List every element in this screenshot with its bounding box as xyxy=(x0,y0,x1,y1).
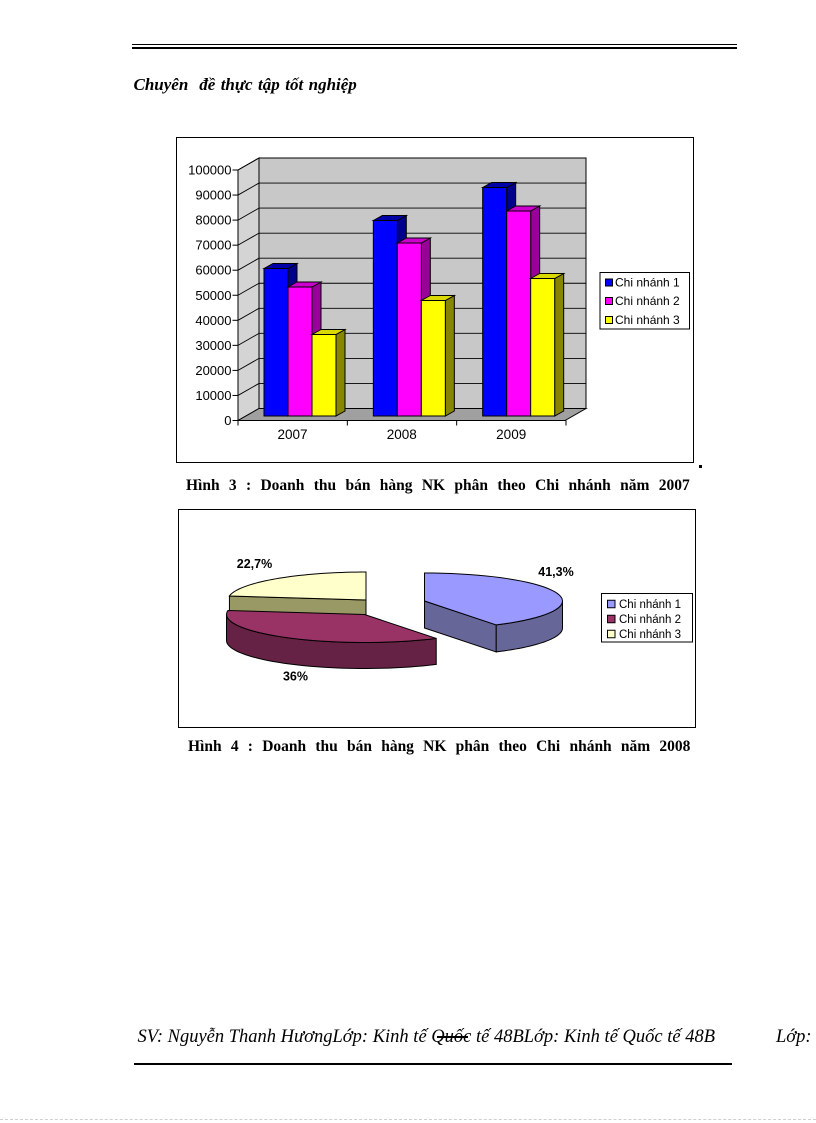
svg-text:Chi nhánh 3: Chi nhánh 3 xyxy=(619,629,681,641)
svg-text:Chi nhánh 2: Chi nhánh 2 xyxy=(619,614,681,626)
svg-text:2008: 2008 xyxy=(387,427,417,442)
svg-text:40000: 40000 xyxy=(195,313,231,328)
svg-text:10000: 10000 xyxy=(195,388,231,403)
svg-text:100000: 100000 xyxy=(188,163,231,178)
svg-text:60000: 60000 xyxy=(195,263,231,278)
svg-text:2009: 2009 xyxy=(496,427,526,442)
svg-text:Chi nhánh 1: Chi nhánh 1 xyxy=(615,276,680,290)
svg-text:22,7%: 22,7% xyxy=(236,557,271,571)
svg-text:20000: 20000 xyxy=(195,363,231,378)
svg-text:2007: 2007 xyxy=(277,427,307,442)
svg-text:Chi nhánh 2: Chi nhánh 2 xyxy=(615,294,680,308)
svg-text:0: 0 xyxy=(224,413,231,428)
svg-text:Chi nhánh 3: Chi nhánh 3 xyxy=(615,313,680,327)
svg-text:Chi nhánh 1: Chi nhánh 1 xyxy=(619,599,681,611)
svg-text:90000: 90000 xyxy=(195,188,231,203)
svg-text:80000: 80000 xyxy=(195,213,231,228)
svg-text:30000: 30000 xyxy=(195,338,231,353)
svg-text:70000: 70000 xyxy=(195,238,231,253)
svg-text:50000: 50000 xyxy=(195,288,231,303)
svg-text:36%: 36% xyxy=(282,670,307,684)
svg-text:41,3%: 41,3% xyxy=(538,565,573,579)
